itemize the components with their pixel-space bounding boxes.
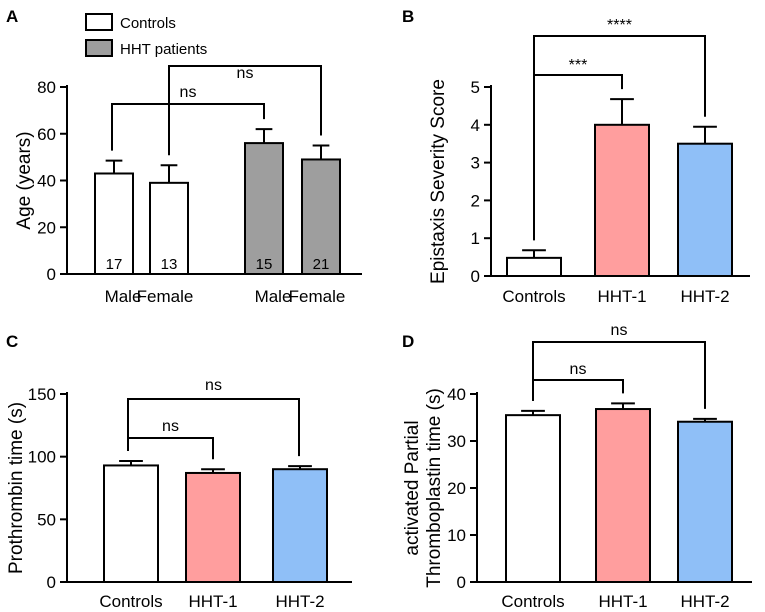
x-category-label: Controls — [99, 592, 162, 611]
y-tick-label: 50 — [37, 510, 56, 529]
panel-label-a: A — [6, 7, 18, 26]
y-tick-label: 0 — [47, 265, 56, 284]
significance-label: ns — [611, 322, 628, 339]
bar-controls — [103, 464, 159, 583]
x-category-label: Female — [137, 287, 194, 306]
bar-controls — [505, 414, 561, 583]
panel-label-d: D — [402, 332, 414, 351]
y-tick-label: 10 — [447, 526, 466, 545]
bar-male — [244, 142, 284, 275]
y-tick-label: 5 — [471, 78, 480, 97]
bar-female — [149, 181, 189, 275]
significance-label: **** — [607, 17, 632, 34]
n-label: 13 — [161, 256, 178, 273]
y-tick-label: 0 — [457, 573, 466, 592]
y-tick-label: 3 — [471, 154, 480, 173]
significance-bracket — [127, 437, 214, 460]
y-tick-label: 60 — [37, 125, 56, 144]
bar-male — [94, 172, 134, 275]
y-tick-label: 0 — [471, 267, 480, 286]
significance-bracket — [533, 35, 706, 241]
y-axis-label-line: activated Partial — [402, 420, 423, 555]
significance-bracket — [111, 103, 265, 151]
y-tick-label: 30 — [447, 432, 466, 451]
panel-b: B 0 1 2 3 4 5 Epistaxis Severity Score Controls… — [402, 7, 750, 306]
x-category-label: HHT-1 — [188, 592, 237, 611]
x-category-label: Controls — [502, 287, 565, 306]
significance-label: *** — [569, 57, 588, 74]
panel-label-b: B — [402, 7, 414, 26]
bar-controls — [506, 256, 562, 277]
bar-hht-2 — [272, 468, 328, 584]
y-tick-label: 4 — [471, 116, 480, 135]
y-axis-label: Epistaxis Severity Score — [428, 79, 449, 284]
n-label: 15 — [256, 256, 273, 273]
y-tick-label: 20 — [447, 479, 466, 498]
y-tick-label: 100 — [28, 448, 56, 467]
y-tick-label: 2 — [471, 191, 480, 210]
significance-bracket — [532, 341, 706, 409]
n-label: 17 — [106, 256, 123, 273]
x-category-label: HHT-1 — [598, 592, 647, 611]
y-axis-label: Prothrombin time (s) — [6, 402, 27, 574]
bar-female — [301, 158, 341, 275]
y-tick-label: 20 — [37, 218, 56, 237]
n-label: 21 — [313, 256, 330, 273]
y-axis-label-line: Thromboplastin time (s) — [424, 388, 445, 588]
x-category-label: HHT-2 — [275, 592, 324, 611]
y-axis-label: activated PartialThromboplastin time (s) — [402, 388, 445, 588]
panel-label-c: C — [6, 332, 18, 351]
y-axis-label: Age (years) — [14, 131, 35, 229]
y-tick-label: 0 — [47, 573, 56, 592]
legend-swatch — [85, 13, 113, 31]
significance-label: ns — [180, 84, 197, 101]
legend-swatch — [85, 39, 113, 57]
legend-label: Controls — [120, 15, 176, 32]
bar-hht-1 — [595, 408, 651, 584]
y-tick-label: 150 — [28, 385, 56, 404]
legend-label: HHT patients — [120, 41, 207, 58]
x-category-label: Female — [289, 287, 346, 306]
y-tick-label: 40 — [447, 385, 466, 404]
x-category-label: HHT-2 — [680, 592, 729, 611]
x-category-label: Male — [105, 287, 142, 306]
y-tick-label: 80 — [37, 78, 56, 97]
y-tick-label: 1 — [471, 229, 480, 248]
significance-label: ns — [237, 65, 254, 82]
bar-hht-2 — [677, 142, 733, 277]
bar-hht-1 — [594, 123, 650, 277]
x-category-label: Controls — [501, 592, 564, 611]
x-category-label: Male — [255, 287, 292, 306]
y-tick-label: 40 — [37, 172, 56, 191]
significance-bracket — [127, 398, 300, 457]
significance-bracket — [532, 379, 624, 401]
significance-label: ns — [162, 418, 179, 435]
x-category-label: HHT-2 — [680, 287, 729, 306]
x-category-label: HHT-1 — [597, 287, 646, 306]
bar-hht-2 — [677, 420, 733, 584]
significance-label: ns — [570, 361, 587, 378]
bar-hht-1 — [185, 471, 241, 583]
significance-label: ns — [205, 377, 222, 394]
significance-bracket — [168, 65, 322, 156]
